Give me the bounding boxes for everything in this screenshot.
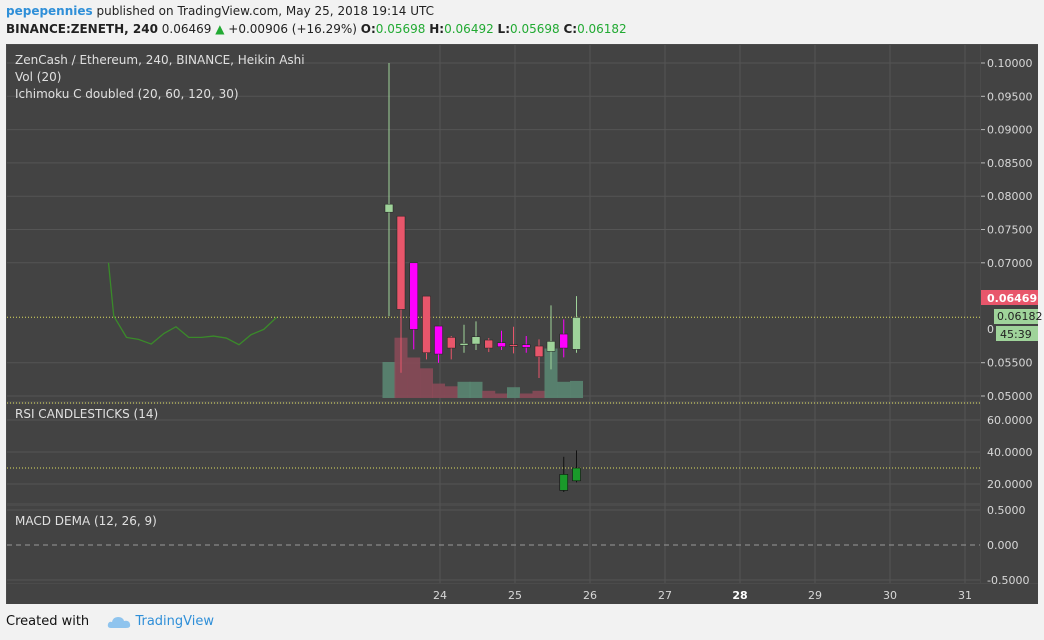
main-title[interactable]: ZenCash / Ethereum, 240, BINANCE, Heikin… [15, 53, 305, 67]
volume-bar [444, 386, 458, 398]
candle-body [572, 317, 581, 350]
candle-body [484, 339, 493, 349]
time-axis[interactable] [7, 584, 1038, 604]
countdown-label: 45:39 [1000, 328, 1032, 341]
price-tick-label: 0.05500 [987, 357, 1033, 370]
price-tick-label: 0.08000 [987, 190, 1033, 203]
candle-body [384, 203, 394, 213]
candle-body [546, 341, 556, 352]
time-tick-label: 30 [883, 589, 897, 602]
ichimoku-legend[interactable]: Ichimoku C doubled (20, 60, 120, 30) [15, 87, 239, 101]
ichimoku-layer [107, 262, 277, 346]
ichimoku-line [107, 262, 277, 346]
volume-layer [382, 337, 583, 398]
time-tick-label: 24 [433, 589, 447, 602]
high-label: H: [429, 22, 445, 36]
time-tick-label: 27 [658, 589, 672, 602]
cloud-icon [108, 616, 131, 628]
last-close-label: 0.06182 [997, 310, 1043, 323]
tradingview-link[interactable]: TradingView [103, 614, 214, 629]
partial-label: 0 [987, 323, 994, 336]
time-tick-label: 25 [508, 589, 522, 602]
volume-bar [482, 390, 496, 398]
close-value: 0.06182 [577, 22, 627, 36]
open-label: O: [360, 22, 376, 36]
macd-legend[interactable]: MACD DEMA (12, 26, 9) [15, 514, 157, 528]
time-tick-label: 28 [732, 589, 747, 602]
price-tick-label: 0.07000 [987, 257, 1033, 270]
volume-bar [407, 357, 421, 398]
publish-info: pepepennies published on TradingView.com… [6, 4, 434, 18]
candle-body [497, 342, 506, 347]
price-tick-label: 0.10000 [987, 57, 1033, 70]
candle-body [559, 333, 568, 349]
candle-body [396, 215, 406, 310]
volume-bar [382, 362, 396, 398]
last-price: 0.06469 [161, 22, 212, 36]
tradingview-brand: TradingView [135, 614, 214, 629]
current-price-box [981, 290, 1038, 305]
candle-body [522, 344, 531, 348]
axes-layer: 24 25 26 27 28 29 30 31 0.10000 0.09500 0.09000 0.0… [433, 57, 1033, 602]
price-tick-label: 0.09500 [987, 90, 1033, 103]
low-label: L: [497, 22, 510, 36]
volume-bar [469, 381, 483, 398]
current-price-label: 0.06469 [987, 292, 1037, 305]
volume-bar [570, 380, 583, 398]
grid [7, 45, 980, 583]
candle-body [422, 295, 431, 353]
created-with-text: Created with [6, 614, 90, 629]
vol-legend[interactable]: Vol (20) [15, 70, 61, 84]
published-text: published on TradingView.com, May 25, 20… [96, 4, 434, 18]
countdown-box [996, 326, 1038, 341]
close-label: C: [563, 22, 578, 36]
candle-body [459, 343, 469, 346]
price-change: +0.00906 (+16.29%) [228, 22, 357, 36]
author-name[interactable]: pepepennies [6, 4, 93, 18]
candle-body [434, 325, 443, 355]
volume-bar [457, 381, 471, 398]
time-tick-label: 31 [958, 589, 972, 602]
price-tick-label: 0.05000 [987, 390, 1033, 403]
price-tick-label: 0.09000 [987, 124, 1033, 137]
volume-bar [544, 348, 558, 398]
low-value: 0.05698 [510, 22, 560, 36]
volume-bar [557, 381, 571, 398]
symbol: BINANCE:ZENETH, 240 [6, 22, 158, 36]
footer: Created with TradingView [6, 614, 214, 629]
time-tick-label: 29 [808, 589, 822, 602]
high-value: 0.06492 [444, 22, 494, 36]
symbol-info: BINANCE:ZENETH, 240 0.06469 ▲ +0.00906 (… [6, 22, 627, 36]
rsi-legend[interactable]: RSI CANDLESTICKS (14) [15, 407, 158, 421]
candle-body [447, 337, 456, 349]
rsi-candle-body [559, 474, 569, 491]
price-pane[interactable] [7, 45, 980, 401]
rsi-tick-label: 20.0000 [987, 478, 1033, 491]
price-tick-label: 0.08500 [987, 157, 1033, 170]
volume-bar [507, 387, 520, 398]
volume-bar [519, 393, 533, 398]
macd-tick-label: 0.000 [987, 539, 1019, 552]
price-tick-label: 0.07500 [987, 224, 1033, 237]
rsi-candle-body [572, 467, 581, 482]
open-value: 0.05698 [375, 22, 426, 36]
last-close-box [994, 309, 1038, 324]
volume-bar [420, 368, 433, 398]
time-tick-label: 26 [583, 589, 597, 602]
candle-body [534, 345, 544, 357]
rsi-tick-label: 40.0000 [987, 446, 1033, 459]
macd-tick-label: -0.5000 [987, 574, 1029, 587]
rsi-tick-label: 60.0000 [987, 414, 1033, 427]
volume-bar [495, 393, 508, 398]
volume-bar [532, 390, 546, 398]
change-arrow-icon: ▲ [215, 22, 225, 36]
candles-layer [384, 63, 581, 379]
macd-tick-label: 0.5000 [987, 504, 1026, 517]
volume-bar [432, 383, 445, 398]
candle-body [509, 344, 518, 347]
candle-body [471, 336, 481, 345]
rsi-layer [559, 450, 581, 492]
candle-body [409, 262, 418, 330]
